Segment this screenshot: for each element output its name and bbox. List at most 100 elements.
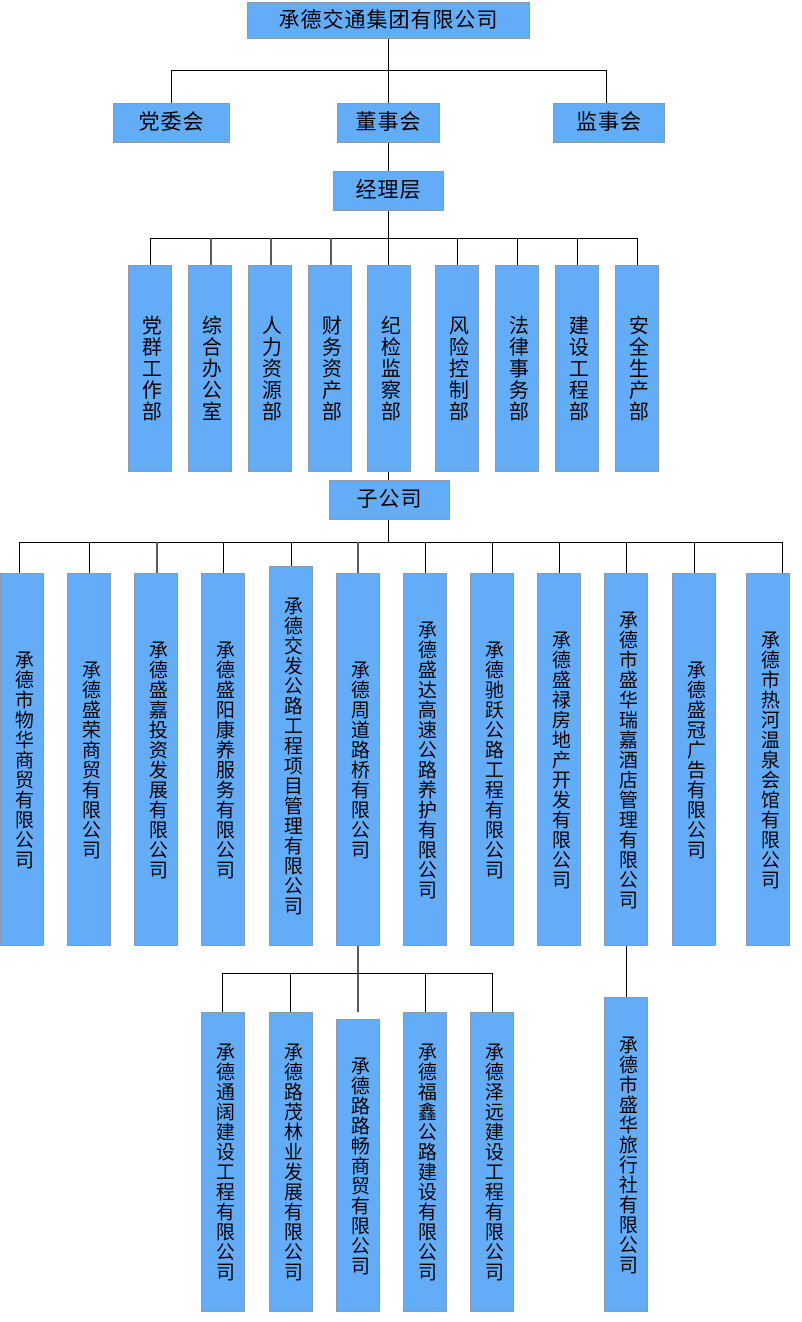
connector-department-drop-8: [577, 238, 578, 265]
node-subsidiary-label: 承德盛达高速公路养护有限公司: [414, 619, 437, 900]
node-sub-subsidiary-zeyuan-construction[interactable]: 承德泽远建设工程有限公司: [470, 1012, 514, 1312]
node-subsidiary-label: 承德盛禄房地产开发有限公司: [548, 629, 571, 890]
connector-subsidiary-drop-11: [694, 542, 695, 573]
node-department-construction-engineering[interactable]: 建设工程部: [555, 265, 599, 472]
node-subsidiary-chiyue-highway[interactable]: 承德驰跃公路工程有限公司: [470, 573, 514, 946]
node-subsidiary-rehe-hotspring[interactable]: 承德市热河温泉会馆有限公司: [746, 573, 790, 946]
connector-sub-subsidiary-drop-5: [492, 973, 493, 1012]
node-subsidiary-group-label: 子公司: [356, 487, 423, 512]
connector-sub-subsidiary-drop-1: [222, 973, 223, 1012]
node-department-label: 综合办公室: [198, 314, 223, 423]
connector-departments-bus: [150, 238, 637, 239]
node-subsidiary-label: 承德市物华商贸有限公司: [11, 649, 34, 870]
connector-department-drop-7: [517, 238, 518, 265]
connector-shenghua-to-travel-agency: [626, 946, 627, 997]
connector-to-subsidiary-group: [388, 472, 389, 480]
node-department-safety-production[interactable]: 安全生产部: [615, 265, 659, 472]
node-department-general-office[interactable]: 综合办公室: [188, 265, 232, 472]
connector-subsidiary-bus: [19, 542, 782, 543]
connector-department-drop-3: [270, 238, 272, 265]
node-board-of-directors[interactable]: 董事会: [337, 103, 440, 143]
node-department-label: 纪检监察部: [377, 314, 402, 423]
node-subsidiary-zhoudao-road-bridge[interactable]: 承德周道路桥有限公司: [336, 573, 380, 946]
node-subsidiary-label: 承德周道路桥有限公司: [347, 659, 370, 860]
node-subsidiary-label: 承德盛嘉投资发展有限公司: [145, 639, 168, 880]
node-department-party-affairs[interactable]: 党群工作部: [128, 265, 172, 472]
connector-governance-drop-1: [171, 70, 172, 103]
node-subsidiary-label: 承德盛冠广告有限公司: [683, 659, 706, 860]
node-department-label: 风险控制部: [445, 314, 470, 423]
node-department-legal-affairs[interactable]: 法律事务部: [495, 265, 539, 472]
node-department-label: 财务资产部: [318, 314, 343, 423]
node-sub-subsidiary-fuxin-highway[interactable]: 承德福鑫公路建设有限公司: [403, 1012, 447, 1312]
node-department-label: 建设工程部: [565, 314, 590, 423]
node-sub-subsidiary-label: 承德泽远建设工程有限公司: [481, 1042, 504, 1282]
node-department-label: 法律事务部: [505, 314, 530, 423]
connector-subsidiary-drop-9: [559, 542, 560, 573]
node-management-layer-label: 经理层: [355, 178, 422, 203]
node-subsidiary-shenghua-ruijia-hotel[interactable]: 承德市盛华瑞嘉酒店管理有限公司: [604, 573, 648, 946]
connector-subsidiary-drop-8: [492, 542, 493, 573]
connector-management-stem: [388, 211, 389, 238]
node-board-of-directors-label: 董事会: [355, 110, 422, 135]
connector-subsidiary-drop-7: [425, 542, 426, 573]
connector-department-drop-4: [330, 238, 332, 265]
connector-zhoudao-stem: [357, 946, 359, 1012]
connector-subsidiary-drop-1: [19, 542, 20, 573]
node-sub-subsidiary-label: 承德市盛华旅行社有限公司: [615, 1034, 638, 1275]
connector-department-drop-9: [637, 238, 638, 265]
node-subsidiary-shengguan-advertising[interactable]: 承德盛冠广告有限公司: [672, 573, 716, 946]
node-sub-subsidiary-label: 承德路路畅商贸有限公司: [347, 1055, 370, 1276]
node-sub-subsidiary-label: 承德通阔建设工程有限公司: [212, 1042, 235, 1282]
node-department-finance-assets[interactable]: 财务资产部: [308, 265, 352, 472]
node-department-discipline-inspection[interactable]: 纪检监察部: [367, 265, 411, 472]
node-party-committee[interactable]: 党委会: [113, 103, 230, 143]
connector-department-drop-5: [388, 238, 389, 265]
node-subsidiary-shengrong-trading[interactable]: 承德盛荣商贸有限公司: [67, 573, 111, 946]
node-sub-subsidiary-tongkuo-construction[interactable]: 承德通阔建设工程有限公司: [201, 1012, 245, 1312]
connector-department-drop-6: [457, 238, 458, 265]
node-party-committee-label: 党委会: [138, 110, 205, 135]
connector-department-drop-1: [150, 238, 151, 265]
connector-subsidiary-drop-4: [223, 542, 224, 573]
node-sub-subsidiary-label: 承德福鑫公路建设有限公司: [414, 1042, 437, 1282]
node-sub-subsidiary-shenghua-travel[interactable]: 承德市盛华旅行社有限公司: [604, 997, 648, 1312]
connector-board-to-management: [388, 143, 389, 171]
connector-sub-subsidiary-bus: [222, 973, 493, 974]
node-subsidiary-shenglu-realestate[interactable]: 承德盛禄房地产开发有限公司: [537, 573, 581, 946]
node-supervisory-board-label: 监事会: [576, 110, 642, 135]
connector-sub-subsidiary-drop-4: [425, 973, 426, 1012]
connector-subsidiary-drop-10: [626, 542, 627, 573]
node-root-label: 承德交通集团有限公司: [278, 7, 499, 32]
node-sub-subsidiary-luluchang-trading[interactable]: 承德路路畅商贸有限公司: [336, 1019, 380, 1312]
connector-subsidiary-drop-6: [357, 542, 359, 573]
node-subsidiary-wuhua-trading[interactable]: 承德市物华商贸有限公司: [0, 573, 44, 946]
connector-subsidiary-drop-5: [291, 542, 292, 566]
node-root[interactable]: 承德交通集团有限公司: [247, 2, 530, 39]
node-sub-subsidiary-lumao-forestry[interactable]: 承德路茂林业发展有限公司: [269, 1012, 313, 1312]
node-sub-subsidiary-label: 承德路茂林业发展有限公司: [280, 1042, 303, 1282]
connector-subsidiary-drop-3: [156, 542, 158, 573]
node-subsidiary-label: 承德盛阳康养服务有限公司: [212, 639, 235, 880]
connector-subsidiary-stem: [388, 520, 389, 542]
connector-subsidiary-drop-2: [89, 542, 90, 573]
node-department-human-resources[interactable]: 人力资源部: [248, 265, 292, 472]
node-subsidiary-jiaofa-highway-pm[interactable]: 承德交发公路工程项目管理有限公司: [269, 566, 313, 946]
connector-root-stem: [388, 39, 389, 70]
connector-subsidiary-drop-12: [782, 542, 783, 573]
node-department-risk-control[interactable]: 风险控制部: [435, 265, 479, 472]
node-subsidiary-shengda-expressway[interactable]: 承德盛达高速公路养护有限公司: [403, 573, 447, 946]
connector-governance-drop-2: [388, 70, 389, 103]
connector-department-drop-2: [210, 238, 212, 265]
node-subsidiary-shengjia-investment[interactable]: 承德盛嘉投资发展有限公司: [134, 573, 178, 946]
node-management-layer[interactable]: 经理层: [333, 171, 444, 211]
node-subsidiary-shengyang-health[interactable]: 承德盛阳康养服务有限公司: [201, 573, 245, 946]
node-subsidiary-label: 承德盛荣商贸有限公司: [78, 659, 101, 860]
node-subsidiary-label: 承德驰跃公路工程有限公司: [481, 639, 504, 880]
node-department-label: 党群工作部: [138, 314, 163, 423]
node-subsidiary-label: 承德市热河温泉会馆有限公司: [757, 629, 780, 890]
node-subsidiary-group[interactable]: 子公司: [329, 480, 450, 520]
connector-governance-drop-3: [606, 70, 607, 103]
node-supervisory-board[interactable]: 监事会: [553, 103, 665, 143]
